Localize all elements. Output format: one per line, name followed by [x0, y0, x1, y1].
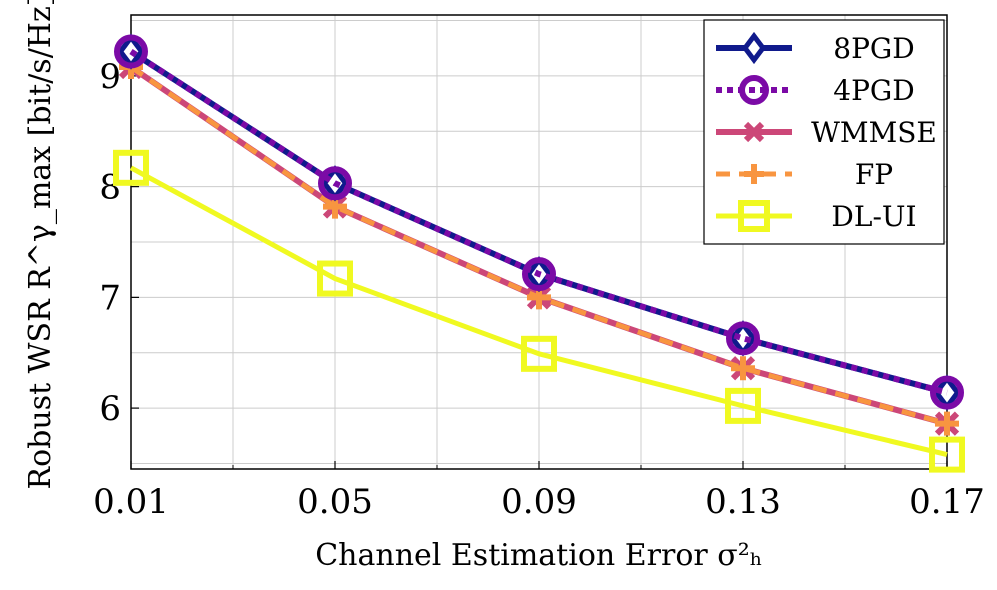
data-point-square [725, 387, 761, 424]
y-axis-label: Robust WSR R^γ_max [bit/s/Hz] [23, 0, 58, 489]
legend-item: WMMSE [716, 116, 937, 149]
legend-label: FP [855, 158, 893, 191]
data-point-circle [930, 375, 964, 410]
x-tick-label: 0.17 [909, 482, 985, 522]
series-line [129, 165, 948, 458]
data-point-circle [114, 34, 148, 69]
series-4pgd [114, 34, 964, 410]
data-point-square [317, 260, 353, 297]
data-point-plus [744, 164, 764, 184]
legend-item: FP [716, 158, 893, 191]
y-tick-label: 6 [99, 389, 121, 429]
data-point-circle [739, 75, 769, 105]
legend: 8PGD 4PGD WMMSE FP DL-UI [703, 19, 945, 245]
legend-item: 8PGD [716, 31, 915, 65]
series-dl-ui [113, 149, 965, 473]
legend-label: 4PGD [833, 74, 914, 107]
data-point-square [738, 200, 770, 232]
data-point-square [113, 149, 149, 186]
x-tick-label: 0.05 [297, 482, 373, 522]
x-axis-label: Channel Estimation Error σ²ₕ [315, 538, 763, 573]
x-tick-label: 0.13 [705, 482, 781, 522]
legend-label: DL-UI [831, 200, 916, 233]
y-tick-label: 9 [99, 57, 121, 97]
legend-item: 4PGD [716, 74, 915, 107]
data-point-diamond [741, 31, 767, 65]
y-tick-label: 7 [99, 278, 121, 318]
data-point-circle [318, 166, 352, 201]
data-point-square [521, 335, 557, 372]
x-tick-label: 0.01 [93, 482, 169, 522]
data-point-circle [522, 257, 556, 292]
data-point-circle [726, 321, 760, 356]
legend-label: WMMSE [811, 116, 937, 149]
data-point-plus [731, 356, 755, 381]
legend-item: DL-UI [716, 200, 917, 233]
series-group [113, 33, 965, 473]
data-point-x [743, 121, 765, 143]
legend-label: 8PGD [833, 32, 914, 65]
data-point-plus [935, 411, 959, 436]
series-line [129, 49, 948, 396]
x-tick-label: 0.09 [501, 482, 577, 522]
data-point-square [929, 436, 965, 473]
